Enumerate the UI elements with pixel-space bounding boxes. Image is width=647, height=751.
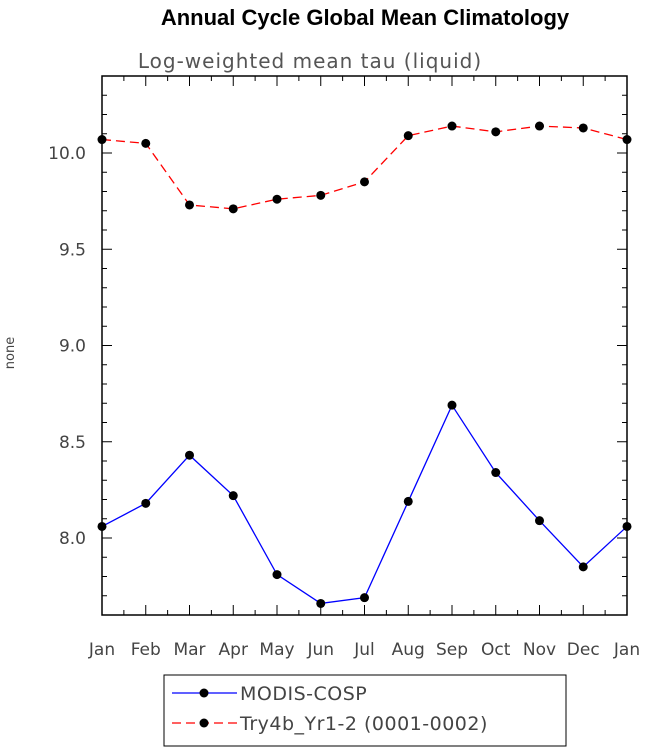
x-tick-label: Jan <box>613 640 640 660</box>
x-tick-label: May <box>259 640 294 660</box>
data-point <box>622 521 632 531</box>
plot-frame <box>101 75 628 616</box>
y-tick-label: 9.0 <box>59 337 86 357</box>
x-tick-labels: Jan Feb Mar Apr May Jun Jul Aug Sep Oct Nov Dec Jan <box>88 640 640 660</box>
data-point <box>360 177 369 187</box>
data-point <box>316 598 326 608</box>
data-point <box>535 516 544 526</box>
legend-entry: MODIS-COSP <box>172 683 367 705</box>
legend-marker <box>199 718 209 728</box>
x-tick-label: Jan <box>88 640 115 660</box>
series-1 <box>97 121 632 214</box>
chart-subtitle: Log-weighted mean tau (liquid) <box>138 49 482 73</box>
legend-marker <box>199 688 209 698</box>
series-line <box>101 125 628 210</box>
data-point <box>578 123 588 133</box>
legend-box <box>163 674 567 747</box>
data-point <box>272 570 282 580</box>
data-point <box>491 127 501 137</box>
data-point <box>447 121 457 131</box>
data-point <box>403 131 413 141</box>
data-point <box>622 135 632 145</box>
data-point <box>97 521 107 531</box>
x-tick-label: Dec <box>567 640 600 660</box>
series-line <box>101 403 628 605</box>
data-point <box>97 135 107 145</box>
series-layer <box>97 121 632 608</box>
data-point <box>141 498 151 508</box>
x-tick-label: Mar <box>173 640 205 660</box>
data-point <box>360 593 369 603</box>
y-tick-label: 8.5 <box>59 433 86 453</box>
x-tick-label: Jul <box>353 640 375 660</box>
x-tick-label: Apr <box>219 640 248 660</box>
legend-label: Try4b_Yr1-2 (0001-0002) <box>239 713 488 735</box>
y-tick-label: 10.0 <box>48 144 86 164</box>
chart-title: Annual Cycle Global Mean Climatology <box>161 5 570 30</box>
y-axis-label: none <box>3 337 18 369</box>
y-tick-label: 9.5 <box>59 240 86 260</box>
x-tick-label: Jun <box>306 640 334 660</box>
y-tick-label: 8.0 <box>59 529 86 549</box>
data-point <box>185 200 194 210</box>
data-point <box>272 194 282 204</box>
data-point <box>491 468 501 478</box>
axis-ticks <box>101 75 628 616</box>
x-tick-label: Oct <box>481 640 511 660</box>
data-point <box>578 562 588 572</box>
data-point <box>185 450 194 460</box>
legend: MODIS-COSP Try4b_Yr1-2 (0001-0002) <box>172 683 488 735</box>
data-point <box>447 400 457 410</box>
x-tick-label: Sep <box>436 640 468 660</box>
data-point <box>316 190 326 200</box>
data-point <box>228 204 238 214</box>
data-point <box>141 138 151 148</box>
data-point <box>228 491 238 501</box>
x-tick-label: Feb <box>131 640 161 660</box>
x-tick-label: Aug <box>392 640 425 660</box>
data-point <box>535 121 544 131</box>
data-point <box>403 496 413 506</box>
legend-entry: Try4b_Yr1-2 (0001-0002) <box>172 713 488 735</box>
legend-label: MODIS-COSP <box>240 683 367 705</box>
series-0 <box>97 400 632 608</box>
x-tick-label: Nov <box>523 640 556 660</box>
y-tick-labels: 8.0 8.5 9.0 9.5 10.0 <box>48 144 86 549</box>
